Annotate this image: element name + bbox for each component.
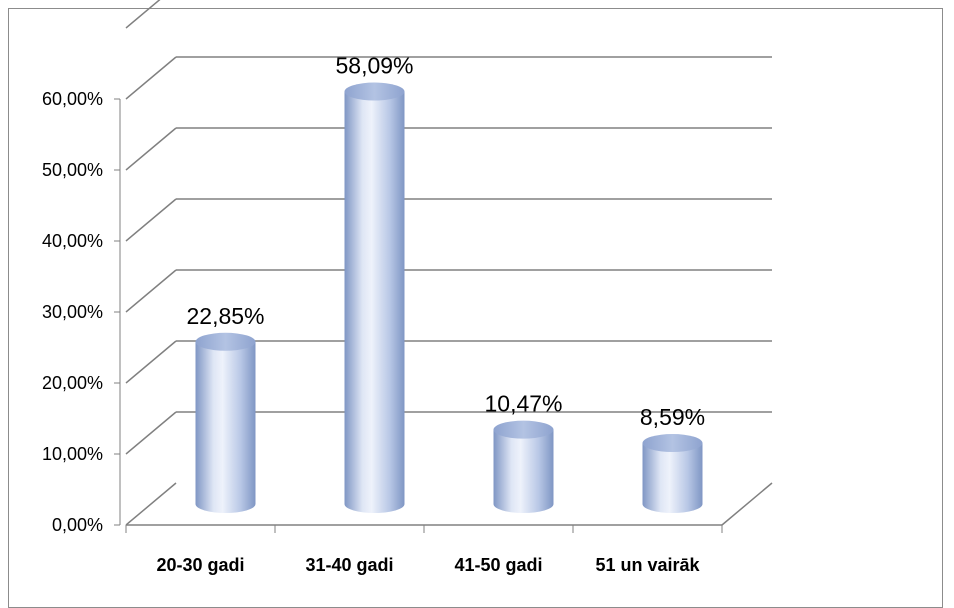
y-tick-label: 0,00%	[52, 515, 103, 535]
bar-top	[493, 420, 554, 439]
bars	[195, 82, 703, 513]
y-tick-label: 20,00%	[42, 373, 103, 393]
y-axis-tick-labels: 0,00% 10,00% 20,00% 30,00% 40,00% 50,00%…	[42, 89, 103, 535]
gridline-side	[125, 0, 161, 29]
gridline-side	[125, 482, 177, 526]
y-tick-label: 50,00%	[42, 160, 103, 180]
gridline-side	[125, 411, 177, 455]
gridline-side	[125, 269, 177, 313]
floor-right-edge	[721, 482, 773, 526]
bar-top	[195, 332, 256, 351]
y-tick-label: 60,00%	[42, 89, 103, 109]
y-tick-label: 30,00%	[42, 302, 103, 322]
bar-1	[195, 332, 256, 513]
gridline-side	[125, 56, 177, 100]
bar-top	[642, 434, 703, 453]
bar-top	[344, 82, 405, 101]
y-tick-label: 40,00%	[42, 231, 103, 251]
data-label: 58,09%	[335, 53, 413, 79]
bar-chart: 0,00% 10,00% 20,00% 30,00% 40,00% 50,00%…	[42, 0, 773, 575]
bar-body	[642, 443, 703, 513]
bar-2	[344, 82, 405, 513]
gridline-side	[125, 340, 177, 384]
gridline-side	[125, 198, 177, 242]
x-category-label: 20-30 gadi	[156, 555, 244, 575]
data-labels: 22,85% 58,09% 10,47% 8,59%	[186, 53, 705, 430]
data-label: 8,59%	[640, 404, 705, 430]
x-axis-category-labels: 20-30 gadi 31-40 gadi 41-50 gadi 51 un v…	[156, 555, 700, 575]
gridlines	[114, 0, 773, 533]
chart-frame	[8, 8, 943, 608]
bar-body	[195, 341, 256, 513]
x-category-label: 31-40 gadi	[305, 555, 393, 575]
bar-3	[493, 420, 554, 513]
y-tick-label: 10,00%	[42, 444, 103, 464]
bar-4	[642, 434, 703, 513]
data-label: 22,85%	[186, 303, 264, 329]
bar-body	[344, 91, 405, 513]
gridline-side	[125, 127, 177, 171]
bar-body	[493, 429, 554, 513]
data-label: 10,47%	[484, 391, 562, 417]
x-category-label: 41-50 gadi	[454, 555, 542, 575]
x-category-label: 51 un vairāk	[595, 555, 700, 575]
